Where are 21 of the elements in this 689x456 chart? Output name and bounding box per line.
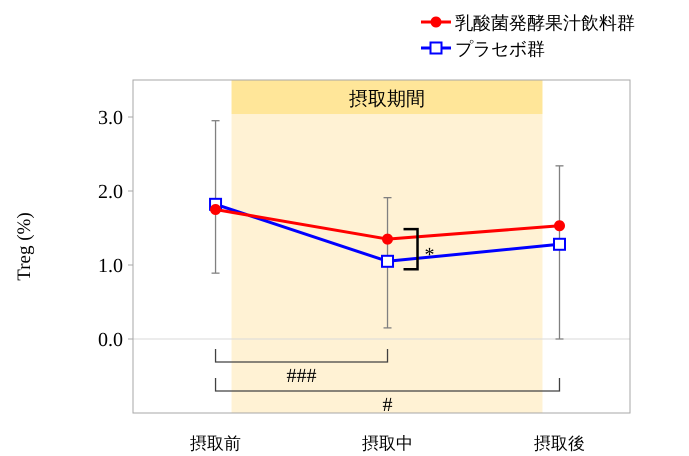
legend-label: プラセボ群 (455, 39, 545, 60)
y-tick-label: 2.0 (98, 181, 123, 203)
annotation: # (382, 394, 393, 416)
y-tick-label: 1.0 (98, 255, 123, 277)
y-tick-label: 0.0 (98, 329, 123, 351)
annotation: * (424, 244, 435, 266)
annotation: ### (286, 365, 317, 387)
point (554, 220, 565, 232)
point (381, 254, 394, 268)
y-tick-label: 3.0 (98, 107, 123, 129)
band-label: 摂取期間 (349, 88, 426, 110)
point (210, 204, 222, 215)
point (552, 238, 566, 251)
x-tick-label: 摂取前 (190, 434, 242, 454)
point (382, 234, 394, 245)
x-tick-label: 摂取後 (534, 434, 585, 454)
x-tick-label: 摂取中 (362, 434, 414, 454)
legend-item: 乳酸菌発酵果汁飲料群 (421, 13, 635, 34)
legend-label: 乳酸菌発酵果汁飲料群 (455, 13, 635, 34)
legend-item: プラセボ群 (421, 39, 545, 60)
y-axis-title: Treg (%) (14, 212, 35, 281)
